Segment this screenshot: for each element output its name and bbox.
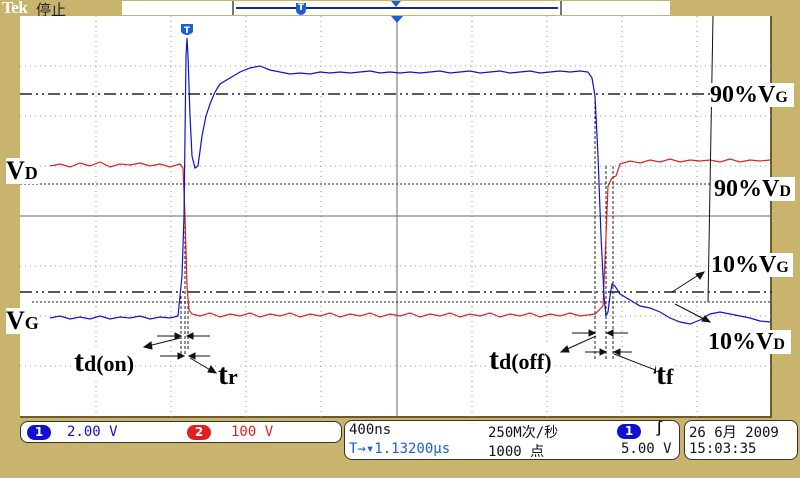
- rising-edge-icon: ∫: [655, 421, 664, 437]
- ch2-scale: 100 V: [231, 424, 274, 440]
- td-on-label: td(on): [74, 345, 135, 378]
- timing-markers: [180, 96, 614, 361]
- vg-label: VG: [6, 306, 39, 335]
- channel-readout: 1 2.00 V 2 100 V: [20, 421, 342, 443]
- timing-arrows: [142, 16, 714, 374]
- trigger-position: T→▾1.13200μs: [349, 441, 451, 457]
- td-off-label: td(off): [489, 343, 552, 376]
- datetime-readout: 26 6月 2009 15:03:35: [684, 420, 798, 460]
- ch2-trace: [49, 158, 771, 318]
- trigger-source-badge[interactable]: 1: [617, 424, 641, 439]
- record-view-right: [562, 1, 670, 15]
- waveform-display[interactable]: T: [20, 16, 772, 418]
- ch1-scale: 2.00 V: [67, 424, 118, 440]
- trigger-level: 5.00 V: [621, 441, 672, 457]
- tr-label: tr: [218, 358, 238, 391]
- time-per-div: 400ns: [349, 422, 392, 438]
- vd-10-label: 10%VD: [708, 330, 791, 354]
- vg-90-label: 90%VG: [710, 83, 794, 107]
- record-line: [236, 7, 558, 9]
- trigger-marker-text: T: [184, 26, 191, 36]
- trigger-marker-icon: [181, 24, 193, 35]
- record-center-marker-icon: [391, 1, 401, 7]
- record-trigger-marker-icon: T: [296, 3, 306, 15]
- graticule-grid: [20, 16, 772, 418]
- status-bar: Tek 停止 T: [0, 0, 800, 19]
- waveform-plot: T: [20, 16, 772, 418]
- vd-label: VD: [6, 156, 38, 185]
- tf-label: tf: [656, 358, 674, 391]
- date: 26 6月 2009: [689, 425, 779, 441]
- ch1-badge[interactable]: 1: [27, 425, 51, 440]
- acquisition-state: 停止: [36, 1, 67, 19]
- vd-90-label: 90%VD: [714, 177, 795, 201]
- brand-logo: Tek: [2, 0, 28, 17]
- record-length: 1000 点: [488, 444, 545, 460]
- time: 15:03:35: [689, 441, 757, 457]
- timebase-readout: 400ns T→▾1.13200μs 250M次/秒 1000 点 1 ∫ 5.…: [344, 420, 680, 460]
- record-view-window[interactable]: [232, 1, 562, 15]
- ch2-badge[interactable]: 2: [187, 425, 211, 440]
- center-marker-icon: [391, 16, 403, 23]
- vg-10-label: 10%VG: [711, 253, 793, 277]
- sample-rate: 250M次/秒: [488, 425, 559, 441]
- ch1-trace: [49, 37, 771, 325]
